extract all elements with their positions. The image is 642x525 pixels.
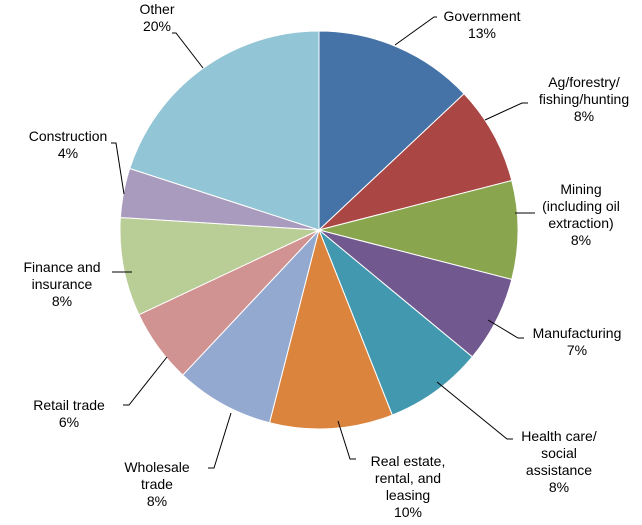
- leader-line-other: [172, 32, 204, 69]
- slice-category-label: leasing: [386, 487, 430, 503]
- slice-value-label: 8%: [571, 232, 591, 248]
- slice-label-manufacturing: Manufacturing 7%: [533, 325, 622, 358]
- slice-category-label: extraction): [548, 215, 613, 231]
- slice-category-label: Government: [443, 8, 520, 24]
- slice-category-label: trade: [141, 476, 173, 492]
- slice-label-finance-and-insurance: Finance and insurance 8%: [23, 259, 100, 309]
- leader-line-retail-trade: [123, 356, 168, 406]
- slice-labels: Government 13% Ag/forestry/fishing/hunting…: [23, 1, 629, 520]
- slice-category-label: Wholesale: [124, 459, 190, 475]
- leader-line-health-care-social-assistance: [436, 381, 513, 440]
- slice-label-wholesale-trade: Wholesale trade 8%: [124, 459, 190, 509]
- pie-slice-wholesale-trade: [182, 229, 320, 424]
- pie-slice-ag-forestry-fishing-hunting: [318, 93, 513, 231]
- pie-slice-mining-including-oil-extraction: [318, 179, 519, 281]
- slice-category-label: insurance: [32, 276, 93, 292]
- leader-lines: [111, 16, 535, 469]
- slice-category-label: Health care/: [521, 428, 597, 444]
- slice-label-government: Government 13%: [443, 8, 520, 41]
- slice-category-label: Mining: [560, 181, 601, 197]
- slice-label-retail-trade: Retail trade 6%: [33, 397, 105, 430]
- slice-label-other: Other 20%: [139, 1, 174, 34]
- slice-label-real-estate-rental-and-leasing: Real estate, rental, and leasing 10%: [371, 453, 446, 520]
- slice-value-label: 8%: [147, 493, 167, 509]
- leader-line-real-estate-rental-and-leasing: [337, 420, 356, 460]
- slice-category-label: (including oil: [542, 198, 620, 214]
- slice-value-label: 6%: [59, 414, 79, 430]
- slice-category-label: rental, and: [375, 470, 441, 486]
- slice-label-health-care-social-assistance: Health care/social assistance 8%: [521, 428, 597, 495]
- slice-value-label: 20%: [143, 18, 171, 34]
- leader-line-ag-forestry-fishing-hunting: [484, 102, 528, 121]
- slice-value-label: 8%: [549, 479, 569, 495]
- slice-category-label: social: [541, 445, 577, 461]
- slice-category-label: Retail trade: [33, 397, 105, 413]
- slice-category-label: Other: [139, 1, 174, 17]
- pie-slice-health-care-social-assistance: [318, 229, 474, 416]
- pie-slice-finance-and-insurance: [119, 216, 320, 316]
- slice-value-label: 4%: [58, 145, 78, 161]
- leader-line-manufacturing: [487, 319, 524, 339]
- pie-slice-real-estate-rental-and-leasing: [268, 228, 393, 430]
- slice-category-label: Real estate,: [371, 453, 446, 469]
- slice-category-label: assistance: [526, 462, 592, 478]
- slice-category-label: Manufacturing: [533, 325, 622, 341]
- slice-label-ag-forestry-fishing-hunting: Ag/forestry/fishing/hunting 8%: [539, 74, 629, 124]
- leader-line-construction: [111, 142, 125, 195]
- slice-label-mining-including-oil-extraction: Mining (including oil extraction) 8%: [542, 181, 620, 248]
- slice-value-label: 13%: [468, 25, 496, 41]
- pie-slices: [119, 30, 519, 430]
- slice-value-label: 8%: [52, 293, 72, 309]
- slice-value-label: 7%: [567, 342, 587, 358]
- leader-line-wholesale-trade: [208, 412, 232, 469]
- slice-value-label: 8%: [574, 108, 594, 124]
- slice-category-label: fishing/hunting: [539, 91, 629, 107]
- slice-category-label: Finance and: [23, 259, 100, 275]
- slice-category-label: Ag/forestry/: [548, 74, 620, 90]
- slice-label-construction: Construction 4%: [29, 128, 108, 161]
- pie-slice-government: [318, 30, 465, 232]
- leader-line-government: [394, 16, 437, 46]
- slice-category-label: Construction: [29, 128, 108, 144]
- pie-slice-other: [129, 30, 320, 231]
- slice-value-label: 10%: [394, 504, 422, 520]
